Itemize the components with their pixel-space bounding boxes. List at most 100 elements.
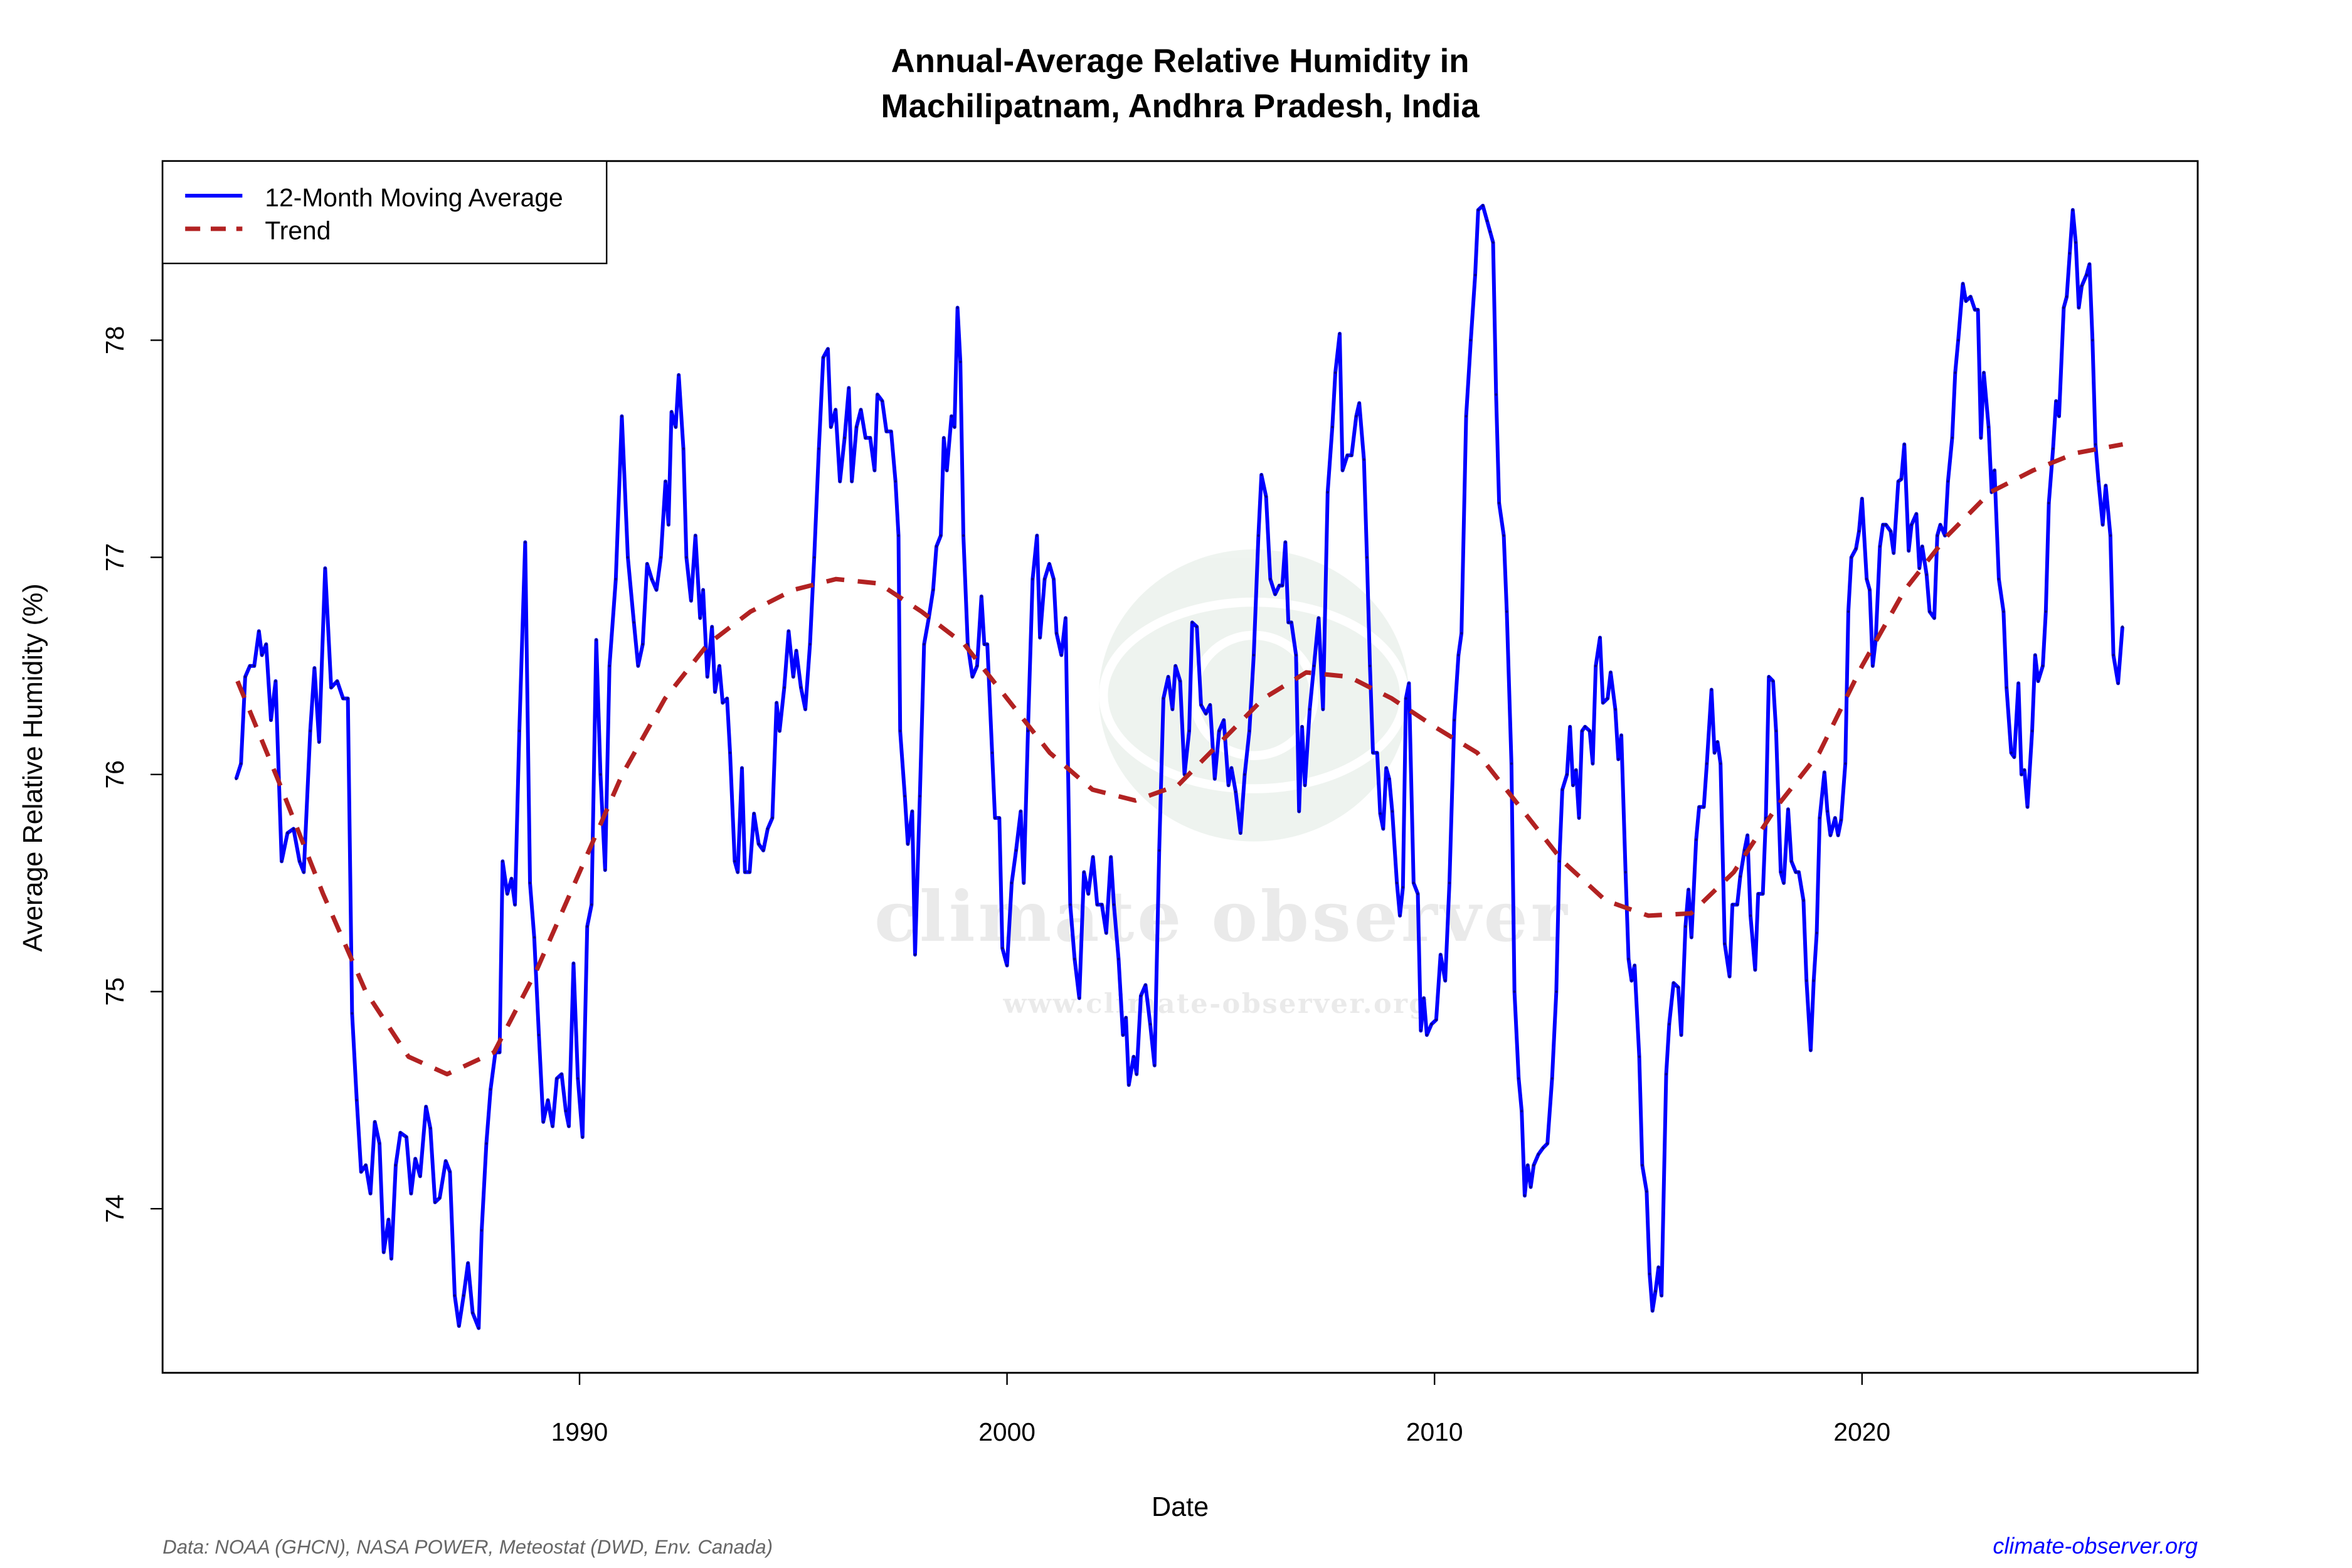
data-point (1485, 219, 1489, 223)
data-point (1749, 914, 1752, 918)
data-point (971, 675, 974, 679)
data-point (1174, 664, 1177, 667)
data-point (2104, 484, 2107, 487)
data-point (950, 415, 953, 418)
data-point (689, 599, 693, 602)
data-point (1695, 838, 1698, 841)
data-point (1812, 979, 1815, 982)
data-point (1574, 768, 1577, 771)
data-point (510, 877, 513, 881)
data-point (713, 691, 717, 694)
data-point (864, 436, 867, 440)
data-point (1217, 729, 1221, 733)
data-point (387, 1218, 390, 1221)
data-point (1213, 777, 1216, 780)
data-point (808, 643, 812, 646)
data-point (1850, 556, 1853, 559)
data-point (477, 1327, 480, 1330)
data-point (1308, 707, 1311, 711)
data-point (2033, 654, 2037, 657)
data-point (235, 777, 238, 780)
data-point (1227, 783, 1230, 787)
data-point (425, 1105, 428, 1108)
axes: 1990 2000 2010 2020 74 75 76 77 78 (100, 326, 1890, 1446)
data-point (1761, 892, 1764, 896)
data-point (1505, 610, 1508, 613)
series-line-trend (235, 442, 2124, 1077)
data-point (1110, 856, 1113, 859)
data-point (1946, 480, 1949, 483)
data-point (389, 1257, 393, 1261)
data-point (399, 1131, 402, 1135)
series-layer (234, 203, 2124, 1330)
data-point (803, 707, 807, 711)
data-point (1687, 888, 1690, 891)
data-point (1167, 675, 1170, 679)
data-point (1396, 881, 1399, 884)
data-point (498, 1051, 501, 1054)
data-point (1026, 729, 1030, 733)
data-point (1925, 573, 1928, 576)
data-point (1331, 425, 1334, 429)
data-point (1312, 664, 1316, 667)
data-point (2016, 682, 2020, 685)
data-point (1298, 810, 1301, 813)
data-point (847, 386, 850, 389)
data-point (1425, 1034, 1429, 1037)
data-point (1624, 871, 1627, 874)
legend-label-moving-average: 12-Month Moving Average (265, 183, 563, 212)
data-point (501, 860, 504, 863)
data-point (701, 588, 705, 591)
data-point (542, 1120, 545, 1123)
data-point (1481, 204, 1485, 207)
data-point (1060, 654, 1063, 657)
data-point (1537, 1153, 1540, 1156)
data-point (1684, 925, 1687, 928)
data-point (1260, 473, 1263, 477)
data-point (699, 617, 702, 620)
data-point (1517, 1077, 1520, 1080)
data-point (918, 795, 921, 798)
data-point (1526, 1163, 1529, 1167)
data-point (1290, 621, 1293, 624)
data-point (448, 1170, 452, 1173)
data-point (489, 1088, 492, 1091)
y-tick-label: 74 (100, 1195, 129, 1223)
data-point (1091, 856, 1094, 859)
data-point (980, 595, 983, 598)
data-point (1513, 990, 1516, 993)
data-point (513, 903, 517, 906)
data-point (894, 480, 897, 483)
footer-site-link[interactable]: climate-observer.org (1993, 1533, 2198, 1559)
data-point (1555, 990, 1558, 993)
data-point (1836, 834, 1840, 837)
data-point (1112, 903, 1116, 906)
data-point (1209, 703, 1212, 707)
data-point (664, 480, 667, 483)
data-point (359, 1170, 363, 1173)
data-point (1857, 529, 1861, 533)
data-point (1422, 997, 1426, 1000)
data-point (2013, 756, 2016, 759)
data-point (843, 436, 846, 440)
data-point (1907, 549, 1910, 553)
data-point (260, 654, 263, 657)
data-point (1702, 805, 1705, 808)
data-point (485, 1142, 488, 1145)
watermark-name: climate observer (874, 876, 1571, 958)
data-point (1982, 371, 1986, 374)
data-point (1529, 1185, 1532, 1189)
data-point (1333, 371, 1337, 374)
data-point (1158, 849, 1161, 852)
data-point (1350, 453, 1353, 457)
data-point (1577, 816, 1581, 820)
data-point (1273, 593, 1277, 596)
data-point (935, 545, 938, 548)
data-point (581, 1135, 584, 1139)
data-point (1144, 983, 1147, 987)
data-point (876, 393, 879, 396)
data-point (2065, 295, 2069, 299)
data-point (1550, 1077, 1554, 1080)
data-point (1719, 762, 1722, 765)
data-point (1375, 751, 1379, 755)
